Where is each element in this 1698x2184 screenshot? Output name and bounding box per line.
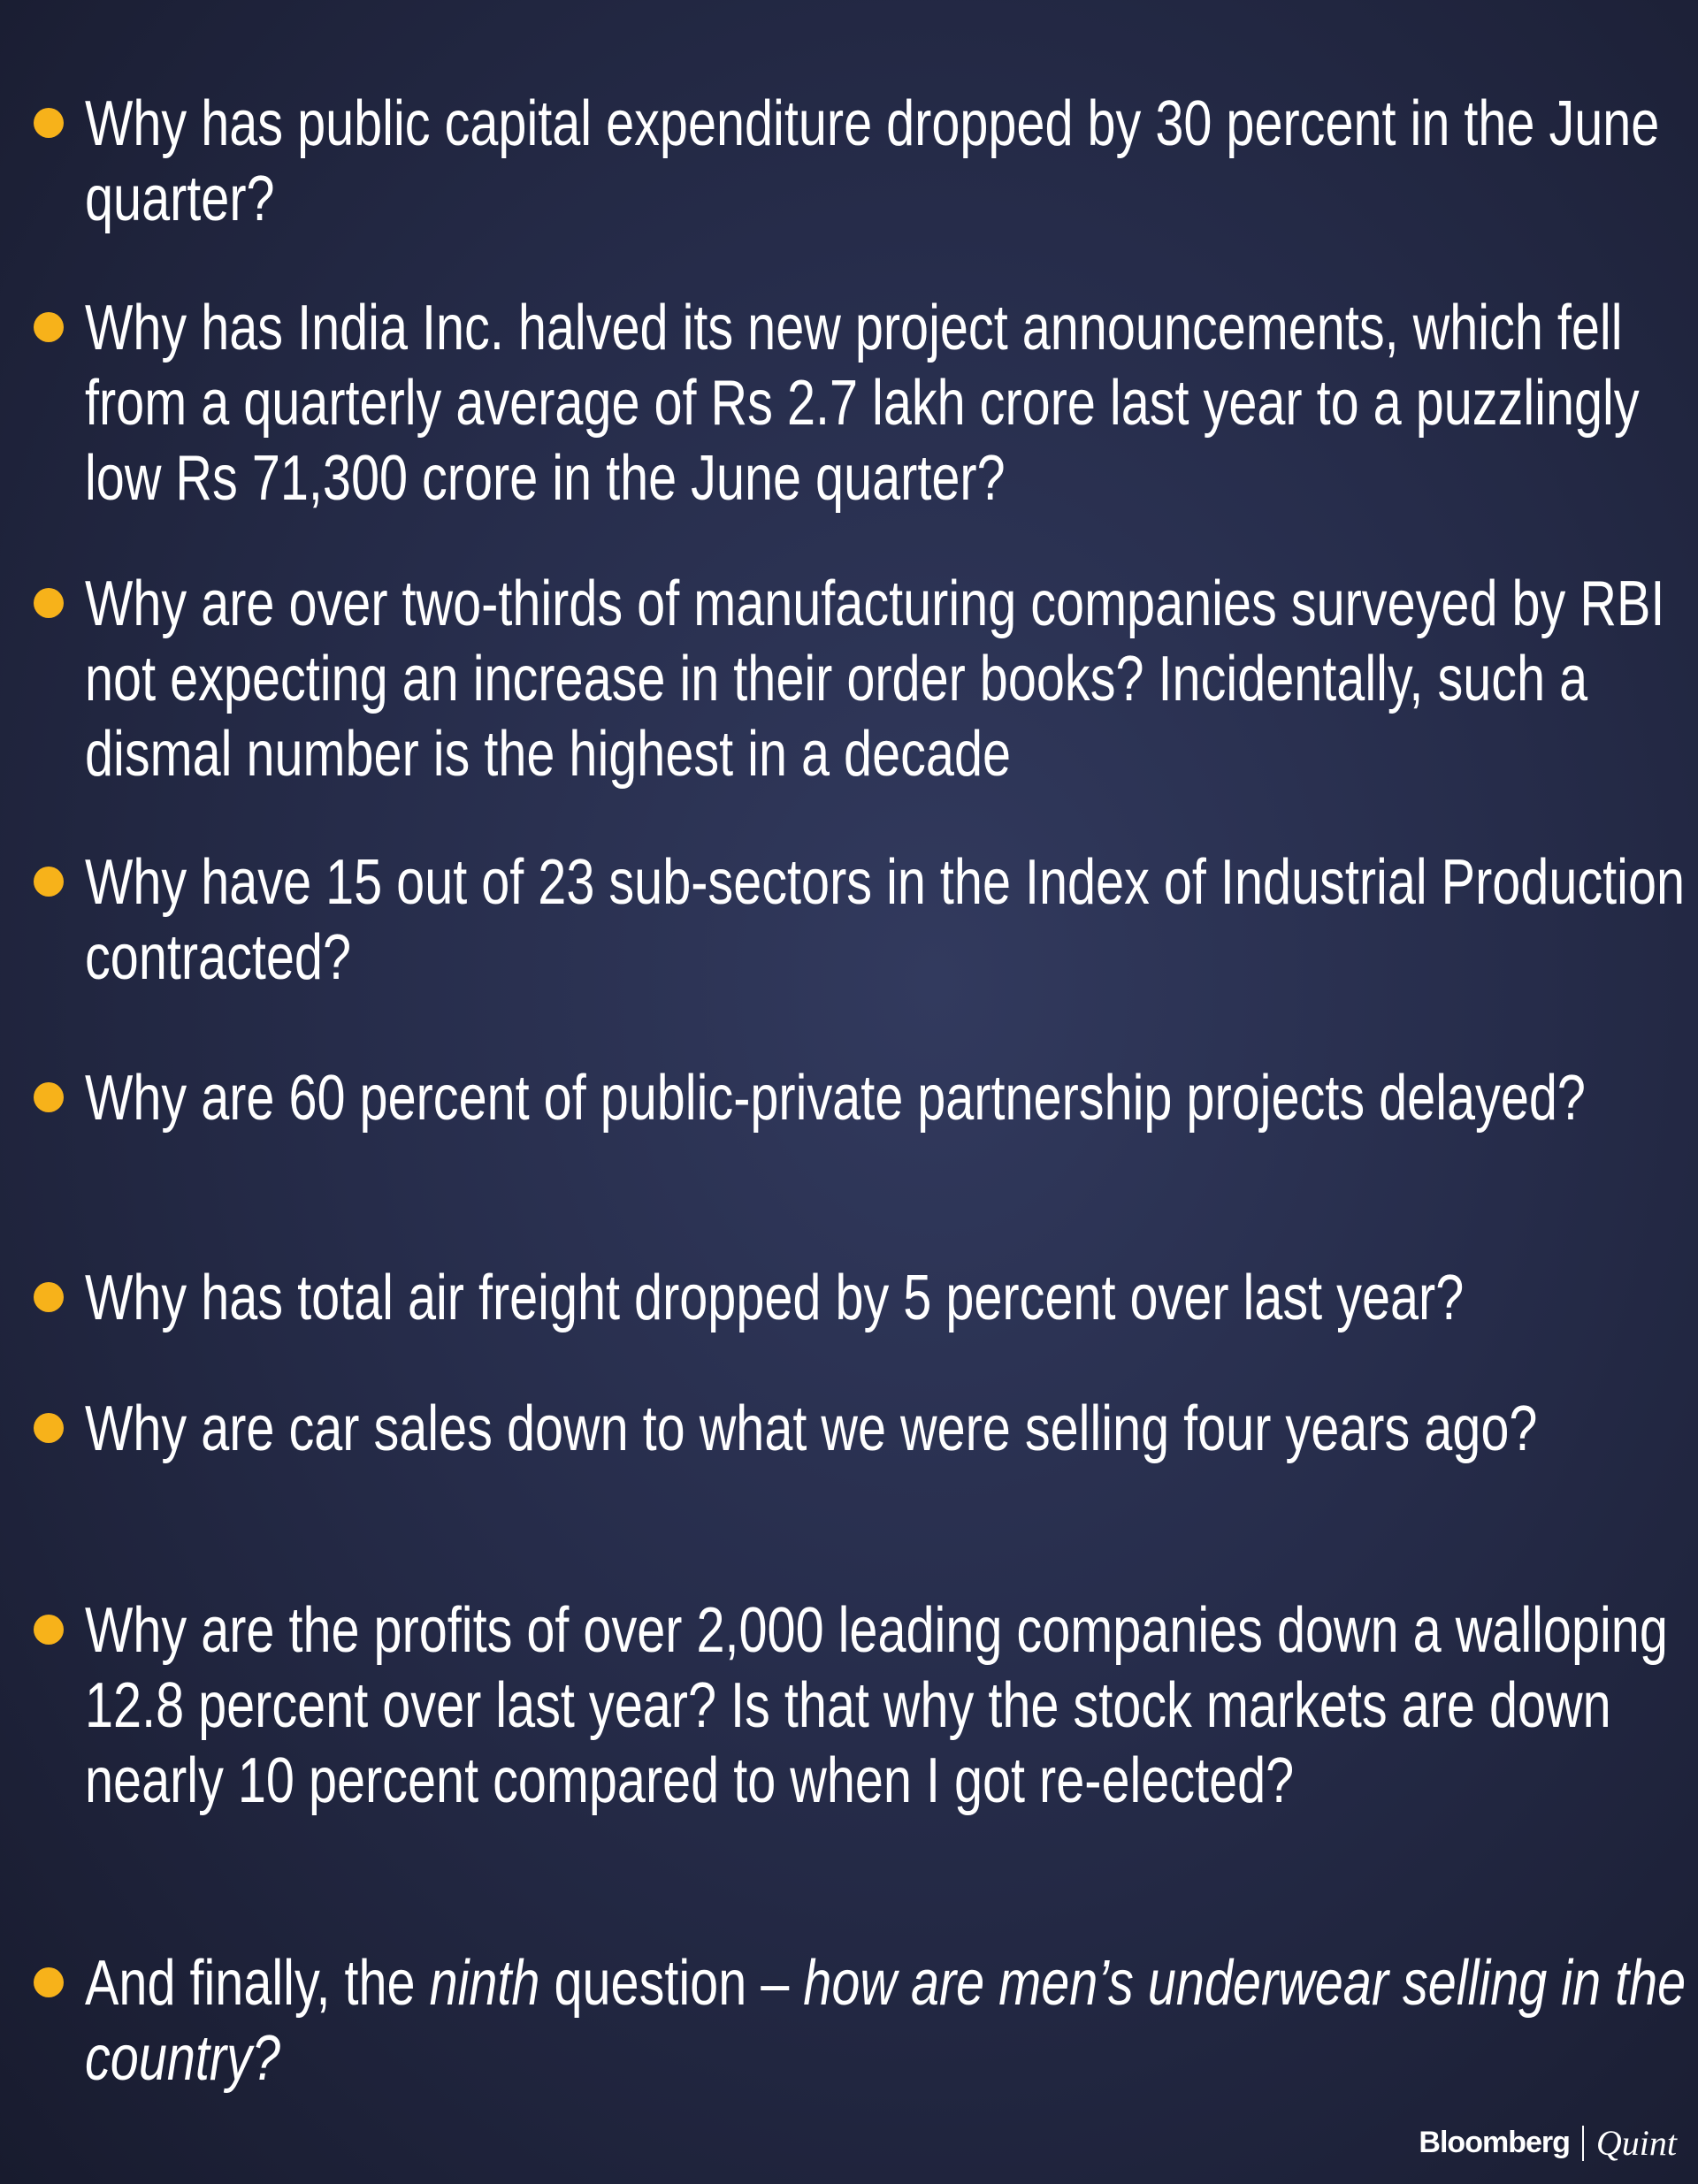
logo-brand: Bloomberg — [1419, 2126, 1570, 2159]
logo: Bloomberg Quint — [1419, 2122, 1677, 2164]
question-text: Why are over two-thirds of manufacturing… — [85, 569, 1665, 790]
question-text: Why are 60 percent of public-private par… — [85, 1063, 1586, 1134]
question-text: Why are the profits of over 2,000 leadin… — [85, 1595, 1668, 1816]
bullet — [34, 1413, 64, 1443]
question-text: Why has public capital expenditure dropp… — [85, 88, 1660, 234]
text-segment: And finally, the — [85, 1948, 430, 2019]
bullet — [34, 108, 64, 138]
bullet — [34, 1967, 64, 1997]
question-text: Why has India Inc. halved its new projec… — [85, 293, 1640, 514]
bullet — [34, 1082, 64, 1112]
bullet — [34, 1615, 64, 1645]
bullet — [34, 867, 64, 897]
bullet — [34, 312, 64, 342]
bullet — [34, 588, 64, 618]
question-text: And finally, the ninth question – how ar… — [85, 1946, 1691, 2096]
question-text: Why have 15 out of 23 sub-sectors in the… — [85, 847, 1686, 993]
bullet — [34, 1282, 64, 1312]
logo-sub: Quint — [1595, 2123, 1677, 2163]
question-text: Why are car sales down to what we were s… — [85, 1394, 1538, 1464]
italic-text: how are men’s underwear selling in the c… — [85, 1948, 1687, 2094]
italic-text: ninth — [429, 1948, 540, 2019]
text-segment: question – — [539, 1948, 804, 2019]
logo-separator — [1581, 2125, 1584, 2161]
question-text: Why has total air freight dropped by 5 p… — [85, 1263, 1465, 1333]
